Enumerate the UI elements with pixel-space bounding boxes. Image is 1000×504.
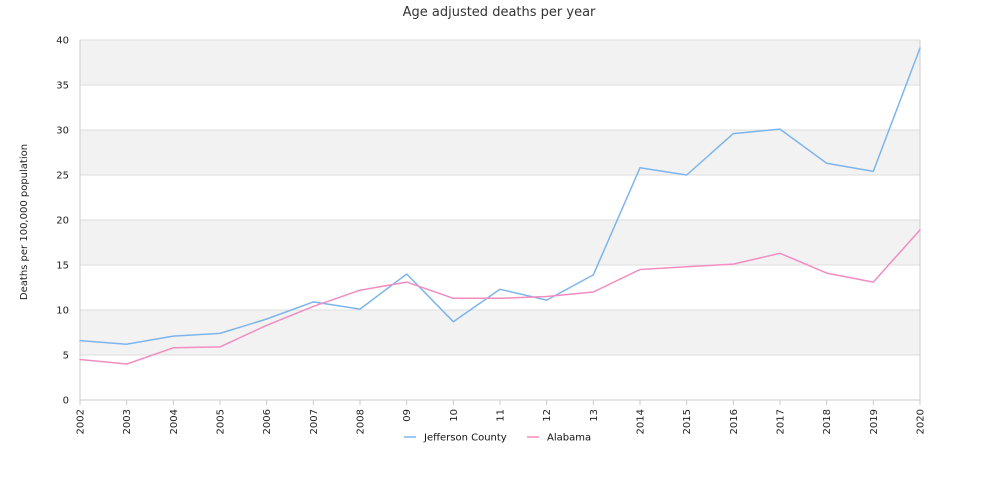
x-tick-label: 2020 — [916, 409, 927, 434]
x-tick-label: 2005 — [216, 409, 227, 434]
legend-label: Jefferson County — [423, 433, 507, 444]
x-tick-label: 2002 — [76, 409, 87, 434]
x-tick-label: 2015 — [682, 409, 693, 434]
y-tick-label: 25 — [56, 171, 69, 182]
x-tick-label: 2016 — [729, 409, 740, 434]
y-tick-label: 40 — [56, 36, 69, 47]
legend: Jefferson County Alabama — [404, 433, 591, 444]
series-lines — [79, 47, 921, 365]
series-line — [79, 229, 921, 365]
y-tick-label: 0 — [63, 396, 69, 407]
grid-band — [80, 40, 920, 85]
x-tick-label: 09 — [402, 409, 413, 422]
x-tick-label: 2019 — [869, 409, 880, 434]
y-tick-label: 30 — [56, 126, 69, 137]
y-tick-label: 35 — [56, 81, 69, 92]
legend-item[interactable]: Jefferson County — [404, 433, 507, 444]
x-tick-label: 2017 — [776, 409, 787, 434]
grid-band — [80, 220, 920, 265]
background-bands — [80, 40, 920, 355]
x-tick-label: 12 — [542, 409, 553, 422]
grid-band — [80, 130, 920, 175]
x-tick-label: 2014 — [636, 409, 647, 434]
x-tick-label: 2004 — [169, 409, 180, 434]
y-tick-label: 20 — [56, 216, 69, 227]
y-tick-label: 15 — [56, 261, 69, 272]
x-axis-ticks: 2002 2003 2004 2005 2006 2007 2008 09 10 11 12 13 20… — [76, 400, 927, 434]
y-axis-ticks: 0 5 10 15 20 25 30 35 40 — [56, 36, 69, 407]
legend-label: Alabama — [547, 433, 591, 444]
series-line — [79, 47, 921, 345]
y-axis-label: Deaths per 100,000 population — [19, 144, 30, 300]
x-tick-label: 2006 — [262, 409, 273, 434]
x-tick-label: 2007 — [309, 409, 320, 434]
x-tick-label: 2008 — [356, 409, 367, 434]
x-tick-label: 13 — [589, 409, 600, 422]
y-tick-label: 5 — [63, 351, 69, 362]
y-tick-label: 10 — [56, 306, 69, 317]
x-tick-label: 10 — [449, 409, 460, 422]
gridlines — [80, 39, 920, 401]
x-tick-label: 11 — [496, 409, 507, 422]
x-tick-label: 2018 — [822, 409, 833, 434]
chart-title: Age adjusted deaths per year — [403, 5, 596, 20]
legend-item[interactable]: Alabama — [527, 433, 591, 444]
grid-band — [80, 310, 920, 355]
x-tick-label: 2003 — [122, 409, 133, 434]
